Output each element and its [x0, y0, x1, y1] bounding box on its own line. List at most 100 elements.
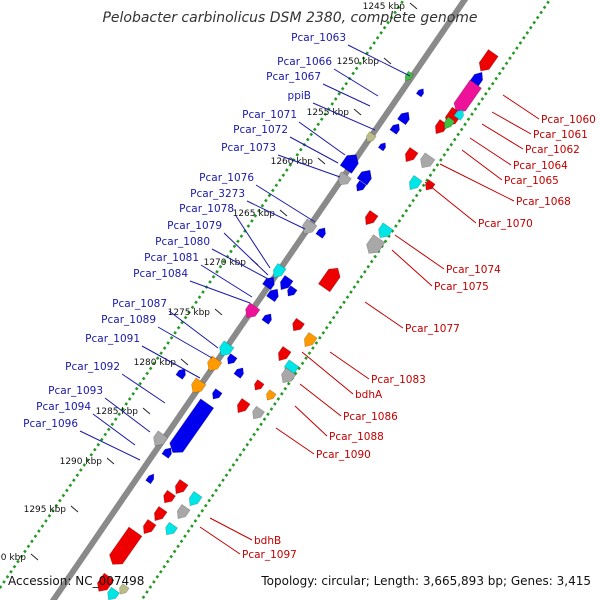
tick-mark	[142, 407, 151, 415]
gc-dot	[260, 203, 265, 208]
gene-feature	[420, 152, 436, 169]
gc-dot	[259, 422, 263, 427]
gene-label: Pcar_1089	[101, 314, 156, 326]
gc-dot	[396, 5, 401, 10]
leader-line	[394, 234, 445, 270]
gc-dot	[442, 153, 447, 157]
gene-label: Pcar_1064	[513, 160, 568, 172]
gc-dot	[72, 478, 76, 483]
gc-dot	[459, 127, 464, 132]
gc-dot	[113, 417, 118, 422]
gc-dot	[190, 524, 194, 528]
gc-dot	[522, 36, 526, 40]
gene-feature	[252, 405, 265, 420]
gc-dot	[288, 163, 293, 167]
leader-line	[299, 383, 342, 417]
gc-dot	[323, 112, 328, 116]
gene-feature	[165, 521, 178, 536]
gc-dot	[273, 402, 277, 406]
gc-dot	[286, 381, 291, 386]
gc-dot	[414, 193, 419, 198]
tick-label: 1270 kbp	[204, 258, 247, 268]
leader-line	[333, 68, 379, 97]
gc-dot	[375, 36, 380, 40]
gene-label: bdhA	[355, 389, 383, 401]
gc-dot	[176, 325, 181, 330]
gc-dot	[283, 386, 288, 391]
gc-dot	[96, 442, 101, 447]
gc-dot	[372, 41, 376, 45]
gc-dot	[300, 361, 305, 366]
gc-dot	[255, 427, 260, 432]
tick-label: 1285 kbp	[96, 407, 139, 417]
gc-dot	[253, 214, 258, 218]
gc-dot	[145, 371, 149, 376]
gc-dot	[337, 91, 342, 96]
gene-feature	[175, 368, 186, 380]
leader-line	[157, 326, 213, 359]
gc-dot	[546, 0, 550, 5]
gene-feature	[254, 379, 265, 391]
gc-dot	[449, 142, 454, 147]
gc-dot	[470, 112, 474, 116]
gc-dot	[494, 76, 498, 81]
gene-feature	[119, 583, 130, 595]
gc-dot	[369, 259, 374, 264]
gene-feature	[453, 109, 464, 121]
tick-label: 1245 kbp	[363, 2, 406, 12]
label-leaders	[79, 44, 540, 555]
gc-dot	[445, 147, 450, 152]
gene-feature	[107, 586, 120, 600]
gene-feature	[478, 49, 499, 72]
gc-dot	[201, 290, 205, 294]
gc-dot	[252, 432, 256, 437]
gc-dot	[298, 147, 303, 152]
leader-line	[199, 526, 241, 555]
gc-dot	[518, 41, 523, 45]
gc-dot	[169, 336, 174, 340]
tick-mark	[317, 157, 326, 165]
gc-dot	[490, 81, 495, 86]
gc-dot	[276, 397, 281, 401]
gc-dot	[435, 163, 440, 167]
tick-mark	[180, 358, 189, 366]
gene-feature	[389, 123, 400, 135]
gc-dot	[340, 86, 345, 91]
gc-dot	[345, 295, 350, 300]
gc-dot	[271, 188, 275, 193]
gc-dot	[452, 137, 457, 142]
gc-dot	[86, 458, 90, 462]
gene-feature	[453, 79, 482, 113]
gene-feature	[175, 478, 189, 495]
gc-dot	[155, 575, 160, 579]
gc-dot	[307, 351, 312, 355]
gc-dot	[217, 483, 222, 488]
tick-mark	[106, 457, 115, 465]
gc-dot	[117, 412, 122, 416]
leader-line	[277, 154, 341, 178]
leader-line	[294, 405, 328, 437]
gc-dot	[186, 529, 191, 533]
gc-dot	[432, 168, 436, 172]
leader-line	[312, 102, 376, 131]
gene-feature	[154, 505, 168, 522]
gc-dot	[515, 46, 519, 50]
leader-line	[200, 264, 253, 298]
gc-dot	[358, 61, 362, 66]
leader-line	[461, 149, 503, 181]
leader-line	[424, 181, 477, 224]
gene-feature	[315, 227, 326, 239]
gene-feature	[273, 262, 287, 279]
gc-dot	[428, 173, 433, 177]
tick-label: 1300 kbp	[0, 553, 26, 563]
gene-feature	[233, 367, 244, 379]
gene-feature	[356, 169, 372, 186]
gene-feature	[266, 389, 277, 401]
gc-dot	[280, 391, 284, 396]
leader-line	[209, 517, 253, 541]
gc-dot	[79, 468, 83, 472]
gc-dot	[203, 503, 208, 508]
gc-dot	[314, 341, 319, 345]
topology-text: Topology: circular; Length: 3,665,893 bp…	[261, 574, 591, 588]
gc-track-inner	[0, 0, 404, 589]
